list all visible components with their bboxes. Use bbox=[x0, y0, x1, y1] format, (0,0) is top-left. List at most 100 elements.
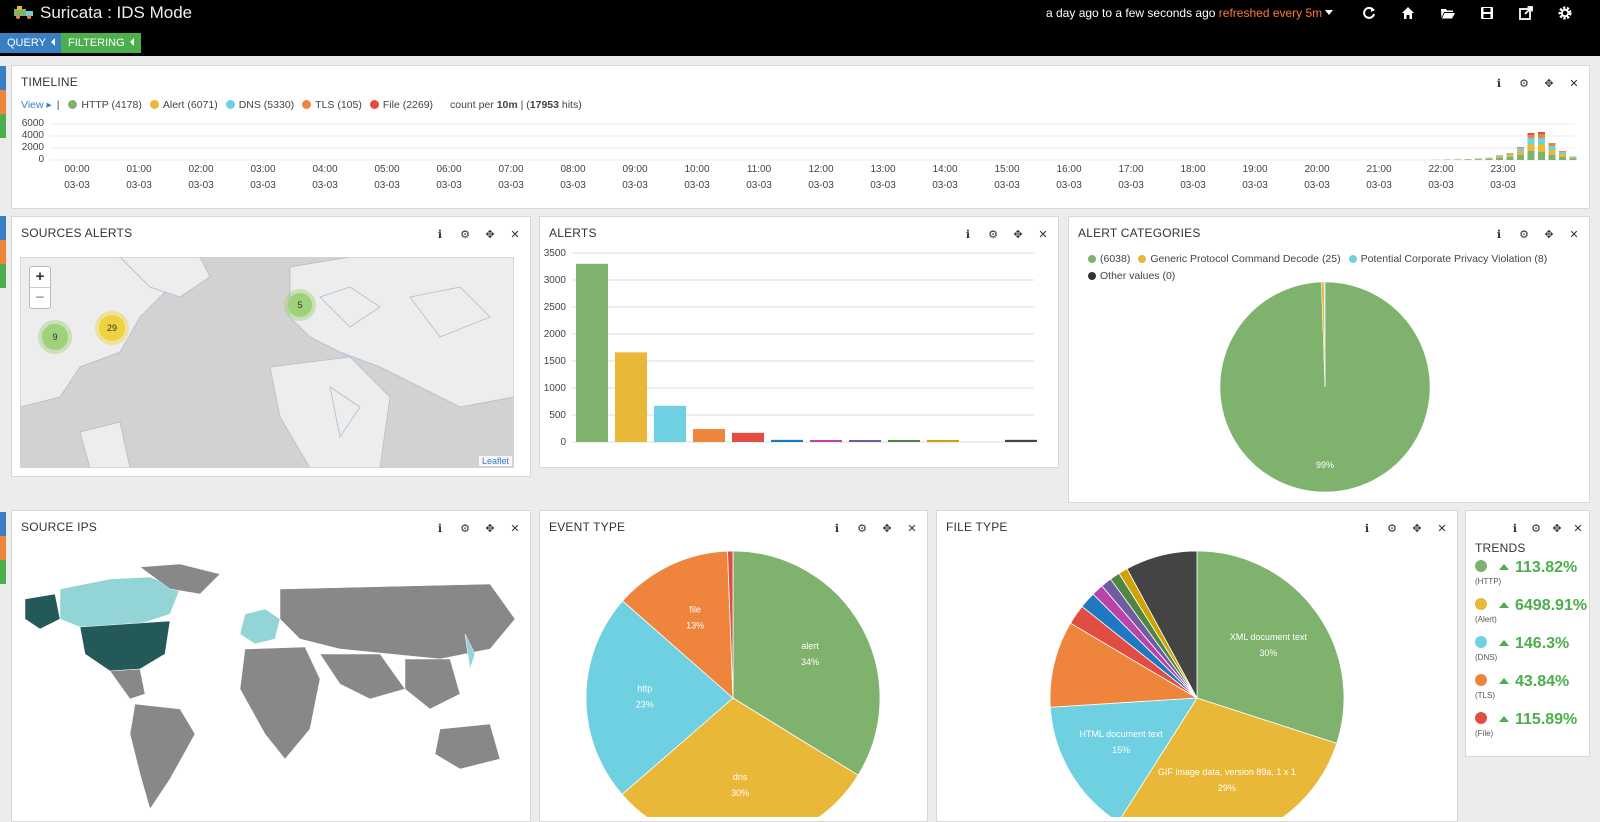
gear-icon[interactable]: ⚙ bbox=[1385, 522, 1399, 536]
row-collapse-handle[interactable] bbox=[0, 216, 6, 288]
gear-icon[interactable] bbox=[1557, 5, 1573, 21]
source-ips-panel: SOURCE IPS ℹ ⚙ ✥ ✕ bbox=[11, 510, 531, 822]
filtering-toggle[interactable]: FILTERING bbox=[61, 33, 141, 53]
gear-icon[interactable]: ⚙ bbox=[1529, 522, 1543, 536]
move-icon[interactable]: ✥ bbox=[1550, 522, 1564, 536]
gear-icon[interactable]: ⚙ bbox=[458, 522, 472, 536]
move-icon[interactable]: ✥ bbox=[483, 522, 497, 536]
x-tick-time: 17:00 bbox=[1111, 162, 1151, 178]
timeline-panel: TIMELINE ℹ⚙✥✕ View ▸ | HTTP (4178)Alert … bbox=[11, 65, 1590, 209]
count-post: hits) bbox=[559, 99, 582, 111]
move-icon[interactable]: ✥ bbox=[1542, 228, 1556, 242]
trend-item: 146.3%(DNS) bbox=[1475, 635, 1569, 662]
alerts-map[interactable]: + − 9 29 5 Leaflet bbox=[20, 257, 514, 468]
row-collapse-handle[interactable] bbox=[0, 512, 6, 584]
view-menu-link[interactable]: View ▸ bbox=[21, 99, 52, 111]
panel-title: SOURCE IPS bbox=[21, 520, 97, 534]
legend-item: Generic Protocol Command Decode (25) bbox=[1138, 251, 1340, 268]
gear-icon[interactable]: ⚙ bbox=[986, 228, 1000, 242]
x-tick-time: 05:00 bbox=[367, 162, 407, 178]
close-icon[interactable]: ✕ bbox=[1435, 522, 1449, 536]
move-icon[interactable]: ✥ bbox=[1542, 77, 1556, 91]
zoom-out-button[interactable]: − bbox=[30, 287, 50, 308]
legend-items: HTTP (4178)Alert (6071)DNS (5330)TLS (10… bbox=[68, 99, 441, 111]
close-icon[interactable]: ✕ bbox=[905, 522, 919, 536]
dashboard-title[interactable]: Suricata : IDS Mode bbox=[14, 3, 192, 23]
panel-title: FILE TYPE bbox=[946, 520, 1008, 534]
query-filter-bar: QUERY FILTERING bbox=[0, 30, 1600, 56]
move-icon[interactable]: ✥ bbox=[880, 522, 894, 536]
close-icon[interactable]: ✕ bbox=[508, 522, 522, 536]
info-icon[interactable]: ℹ bbox=[433, 228, 447, 242]
x-tick-time: 08:00 bbox=[553, 162, 593, 178]
x-tick-time: 15:00 bbox=[987, 162, 1027, 178]
x-tick-date: 03-03 bbox=[801, 178, 841, 194]
query-toggle[interactable]: QUERY bbox=[0, 33, 62, 53]
close-icon[interactable]: ✕ bbox=[1567, 77, 1581, 91]
map-cluster-marker[interactable]: 5 bbox=[288, 293, 312, 317]
interval-value: 10m bbox=[497, 99, 518, 111]
timeline-bar-segment bbox=[1528, 151, 1535, 160]
close-icon[interactable]: ✕ bbox=[1567, 228, 1581, 242]
info-icon[interactable]: ℹ bbox=[1492, 77, 1506, 91]
zoom-in-button[interactable]: + bbox=[30, 267, 50, 287]
move-icon[interactable]: ✥ bbox=[1410, 522, 1424, 536]
gear-icon[interactable]: ⚙ bbox=[1517, 228, 1531, 242]
alert-categories-pie[interactable]: 99% bbox=[1219, 282, 1439, 497]
x-tick-date: 03-03 bbox=[1049, 178, 1089, 194]
trend-value: 115.89% bbox=[1515, 711, 1577, 728]
legend-item: (6038) bbox=[1088, 251, 1130, 268]
arrow-up-icon bbox=[1499, 640, 1509, 646]
move-icon[interactable]: ✥ bbox=[483, 228, 497, 242]
gear-icon[interactable]: ⚙ bbox=[855, 522, 869, 536]
timeline-bar-segment bbox=[1559, 151, 1566, 152]
timeline-bar-segment bbox=[1486, 158, 1493, 159]
move-icon[interactable]: ✥ bbox=[1011, 228, 1025, 242]
caret-down-icon bbox=[1325, 10, 1333, 15]
leaflet-attribution-link[interactable]: Leaflet bbox=[479, 456, 512, 466]
info-icon[interactable]: ℹ bbox=[961, 228, 975, 242]
gear-icon[interactable]: ⚙ bbox=[458, 228, 472, 242]
slice-percent-label: 30% bbox=[731, 788, 749, 798]
legend-label: Generic Protocol Command Decode (25) bbox=[1150, 253, 1340, 265]
close-icon[interactable]: ✕ bbox=[1036, 228, 1050, 242]
slice-name-label: http bbox=[637, 684, 652, 694]
info-icon[interactable]: ℹ bbox=[1360, 522, 1374, 536]
legend-label: DNS (5330) bbox=[239, 99, 294, 111]
world-choropleth-map[interactable] bbox=[20, 559, 520, 819]
close-icon[interactable]: ✕ bbox=[508, 228, 522, 242]
share-icon[interactable] bbox=[1518, 5, 1534, 21]
top-navbar: Suricata : IDS Mode a day ago to a few s… bbox=[0, 0, 1600, 30]
map-cluster-marker[interactable]: 29 bbox=[99, 315, 125, 341]
y-tick-label: 500 bbox=[549, 410, 566, 421]
gear-icon[interactable]: ⚙ bbox=[1517, 77, 1531, 91]
time-range-picker[interactable]: a day ago to a few seconds ago refreshed… bbox=[1046, 6, 1333, 20]
refresh-icon[interactable] bbox=[1361, 5, 1377, 21]
save-icon[interactable] bbox=[1479, 5, 1495, 21]
close-icon[interactable]: ✕ bbox=[1571, 522, 1585, 536]
info-icon[interactable]: ℹ bbox=[433, 522, 447, 536]
count-mid: | ( bbox=[518, 99, 530, 111]
info-icon[interactable]: ℹ bbox=[830, 522, 844, 536]
timeline-plot[interactable] bbox=[50, 122, 1580, 162]
info-icon[interactable]: ℹ bbox=[1508, 522, 1522, 536]
slice-name-label: alert bbox=[801, 641, 819, 651]
timeline-bar-segment bbox=[1570, 158, 1577, 159]
x-tick-time: 20:00 bbox=[1297, 162, 1337, 178]
row-collapse-handle[interactable] bbox=[0, 66, 6, 138]
folder-open-icon[interactable] bbox=[1440, 5, 1456, 21]
slice-percent-label: 34% bbox=[801, 657, 819, 667]
timeline-bar-segment bbox=[1549, 143, 1556, 146]
home-icon[interactable] bbox=[1400, 5, 1416, 21]
panel-title: TIMELINE bbox=[21, 75, 78, 89]
info-icon[interactable]: ℹ bbox=[1492, 228, 1506, 242]
map-cluster-marker[interactable]: 9 bbox=[42, 324, 68, 350]
